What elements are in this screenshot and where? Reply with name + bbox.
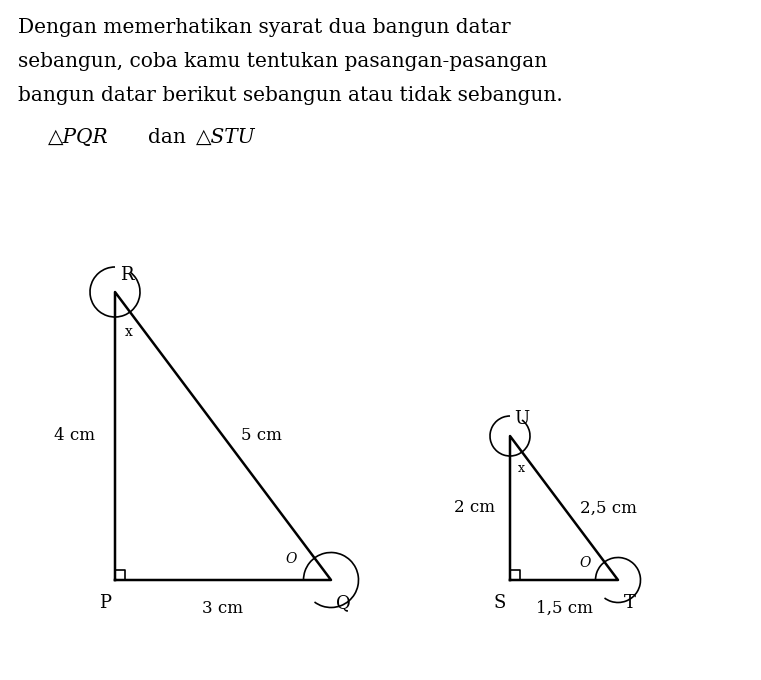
Text: △STU: △STU bbox=[196, 128, 256, 147]
Text: Q: Q bbox=[336, 594, 350, 612]
Text: x: x bbox=[518, 462, 525, 475]
Text: bangun datar berikut sebangun atau tidak sebangun.: bangun datar berikut sebangun atau tidak… bbox=[18, 86, 562, 105]
Text: dan: dan bbox=[148, 128, 186, 147]
Text: 2 cm: 2 cm bbox=[454, 500, 495, 517]
Text: x: x bbox=[125, 325, 133, 339]
Text: O: O bbox=[285, 552, 297, 566]
Text: Dengan memerhatikan syarat dua bangun datar: Dengan memerhatikan syarat dua bangun da… bbox=[18, 18, 511, 37]
Text: 4 cm: 4 cm bbox=[54, 428, 95, 445]
Text: O: O bbox=[580, 556, 591, 570]
Text: 3 cm: 3 cm bbox=[202, 600, 244, 617]
Text: 1,5 cm: 1,5 cm bbox=[536, 600, 592, 617]
Text: 5 cm: 5 cm bbox=[241, 428, 282, 445]
Text: U: U bbox=[514, 410, 530, 428]
Text: P: P bbox=[99, 594, 111, 612]
Text: △PQR: △PQR bbox=[48, 128, 109, 147]
Text: 2,5 cm: 2,5 cm bbox=[580, 500, 637, 517]
Text: sebangun, coba kamu tentukan pasangan-pasangan: sebangun, coba kamu tentukan pasangan-pa… bbox=[18, 52, 547, 71]
Text: T: T bbox=[624, 594, 636, 612]
Text: R: R bbox=[120, 266, 134, 284]
Text: S: S bbox=[494, 594, 506, 612]
